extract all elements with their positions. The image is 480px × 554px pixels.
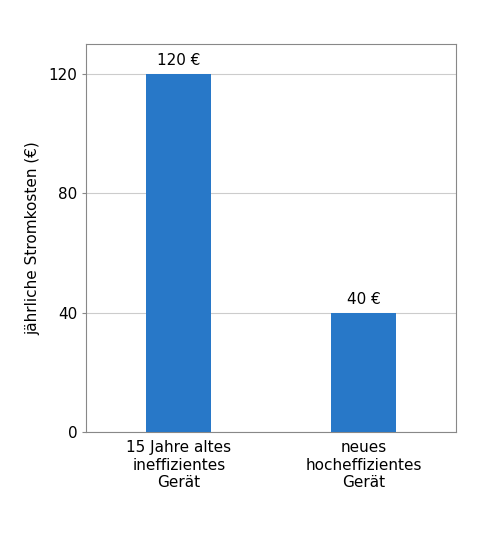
Text: 40 €: 40 €: [347, 292, 381, 307]
Bar: [146, 74, 211, 432]
Y-axis label: jährliche Stromkosten (€): jährliche Stromkosten (€): [25, 141, 40, 335]
Text: 120 €: 120 €: [157, 53, 201, 68]
Bar: [331, 313, 396, 432]
